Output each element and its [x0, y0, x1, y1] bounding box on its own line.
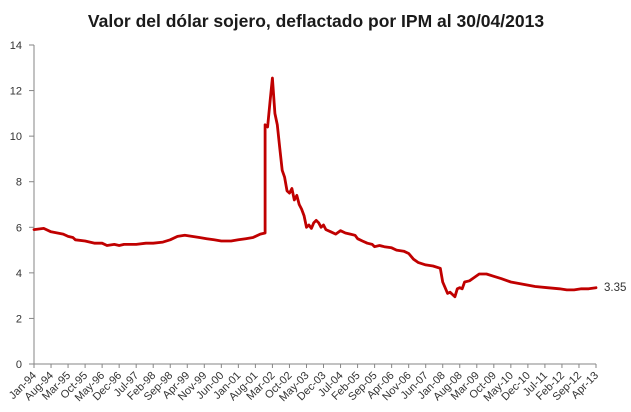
chart-title: Valor del dólar sojero, deflactado por I… — [88, 11, 544, 31]
y-tick-label: 2 — [16, 313, 22, 325]
series-line — [32, 76, 598, 299]
y-tick-label: 14 — [10, 40, 22, 52]
y-tick-label: 10 — [10, 131, 22, 143]
x-axis: Jan-94Aug-94Mar-95Oct-95May-96Dec-96Jul-… — [7, 363, 601, 404]
y-tick-label: 12 — [10, 86, 22, 98]
y-tick-label: 0 — [16, 359, 22, 371]
end-value-label: 3.35 — [604, 282, 626, 294]
plot-area — [32, 76, 598, 299]
y-tick-label: 4 — [16, 268, 22, 280]
y-tick-label: 8 — [16, 177, 22, 189]
y-axis: 0 2 4 6 8 10 12 14 — [10, 40, 35, 371]
y-tick-label: 6 — [16, 222, 22, 234]
